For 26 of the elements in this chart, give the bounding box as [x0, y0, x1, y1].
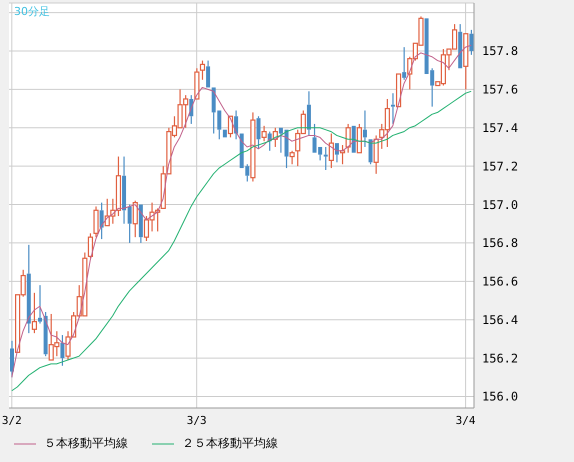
x-tick-label: 3/4: [456, 414, 476, 427]
y-tick-label: 156.8: [482, 236, 518, 250]
y-tick-label: 157.2: [482, 159, 518, 174]
y-tick-label: 157.6: [482, 82, 518, 97]
y-tick-label: 157.4: [482, 121, 518, 136]
y-tick-label: 157.0: [482, 198, 518, 212]
chart-title: 30分足: [14, 4, 50, 19]
line-series: [11, 90, 472, 392]
candlestick: [390, 92, 395, 125]
candlestick: [324, 146, 328, 171]
y-tick-label: 156.2: [482, 351, 518, 366]
y-tick-label: 157.8: [482, 44, 518, 58]
candlestick: [26, 244, 31, 334]
y-tick-label: 156.6: [482, 274, 518, 289]
legend-label: ２５本移動平均線: [182, 435, 278, 452]
candlestick: [245, 164, 250, 182]
x-tick-label: 3/2: [2, 414, 22, 427]
legend-label: ５本移動平均線: [44, 435, 128, 452]
candlestick: [362, 110, 367, 148]
y-tick-label: 156.0: [482, 390, 518, 404]
candlestick: [374, 134, 379, 174]
candlestick: [402, 46, 406, 80]
candlestick: [132, 200, 138, 238]
x-tick-label: 3/3: [186, 414, 207, 427]
y-tick-label: 156.4: [482, 312, 518, 327]
candlestick: [328, 132, 334, 169]
